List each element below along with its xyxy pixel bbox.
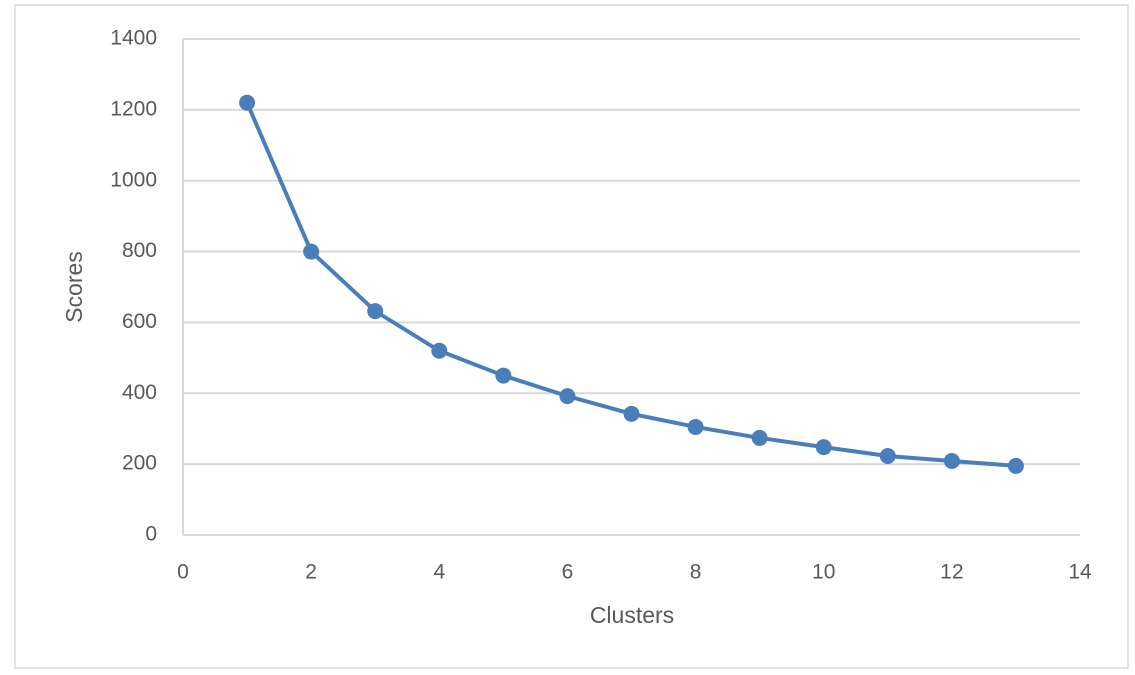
y-axis-title: Scores	[61, 251, 87, 323]
data-point	[879, 447, 896, 464]
x-tick-label: 0	[177, 561, 189, 584]
data-point	[943, 452, 960, 469]
x-axis-title: Clusters	[590, 602, 674, 628]
x-tick-label: 10	[812, 561, 835, 584]
data-point	[367, 303, 384, 320]
x-tick-label: 8	[690, 561, 702, 584]
y-tick-label: 0	[145, 523, 157, 546]
x-tick-label: 14	[1068, 561, 1092, 584]
y-tick-label: 400	[122, 381, 157, 404]
data-point	[239, 94, 256, 111]
chart-border	[14, 4, 1129, 669]
data-point	[751, 429, 768, 446]
data-point	[687, 418, 704, 435]
data-point	[303, 243, 320, 260]
y-tick-label: 1000	[110, 168, 157, 191]
y-tick-label: 1200	[110, 97, 157, 120]
y-tick-label: 1400	[110, 27, 157, 50]
x-tick-label: 4	[433, 561, 445, 584]
x-tick-label: 6	[562, 561, 574, 584]
x-tick-label: 2	[305, 561, 317, 584]
y-tick-label: 600	[122, 310, 157, 333]
y-tick-label: 200	[122, 452, 157, 475]
data-point	[431, 342, 448, 359]
data-point	[1007, 457, 1024, 474]
data-point	[623, 405, 640, 422]
data-point	[559, 388, 576, 405]
y-tick-label: 800	[122, 239, 157, 262]
data-point	[495, 367, 512, 384]
data-point	[815, 439, 832, 456]
x-tick-label: 12	[940, 561, 963, 584]
